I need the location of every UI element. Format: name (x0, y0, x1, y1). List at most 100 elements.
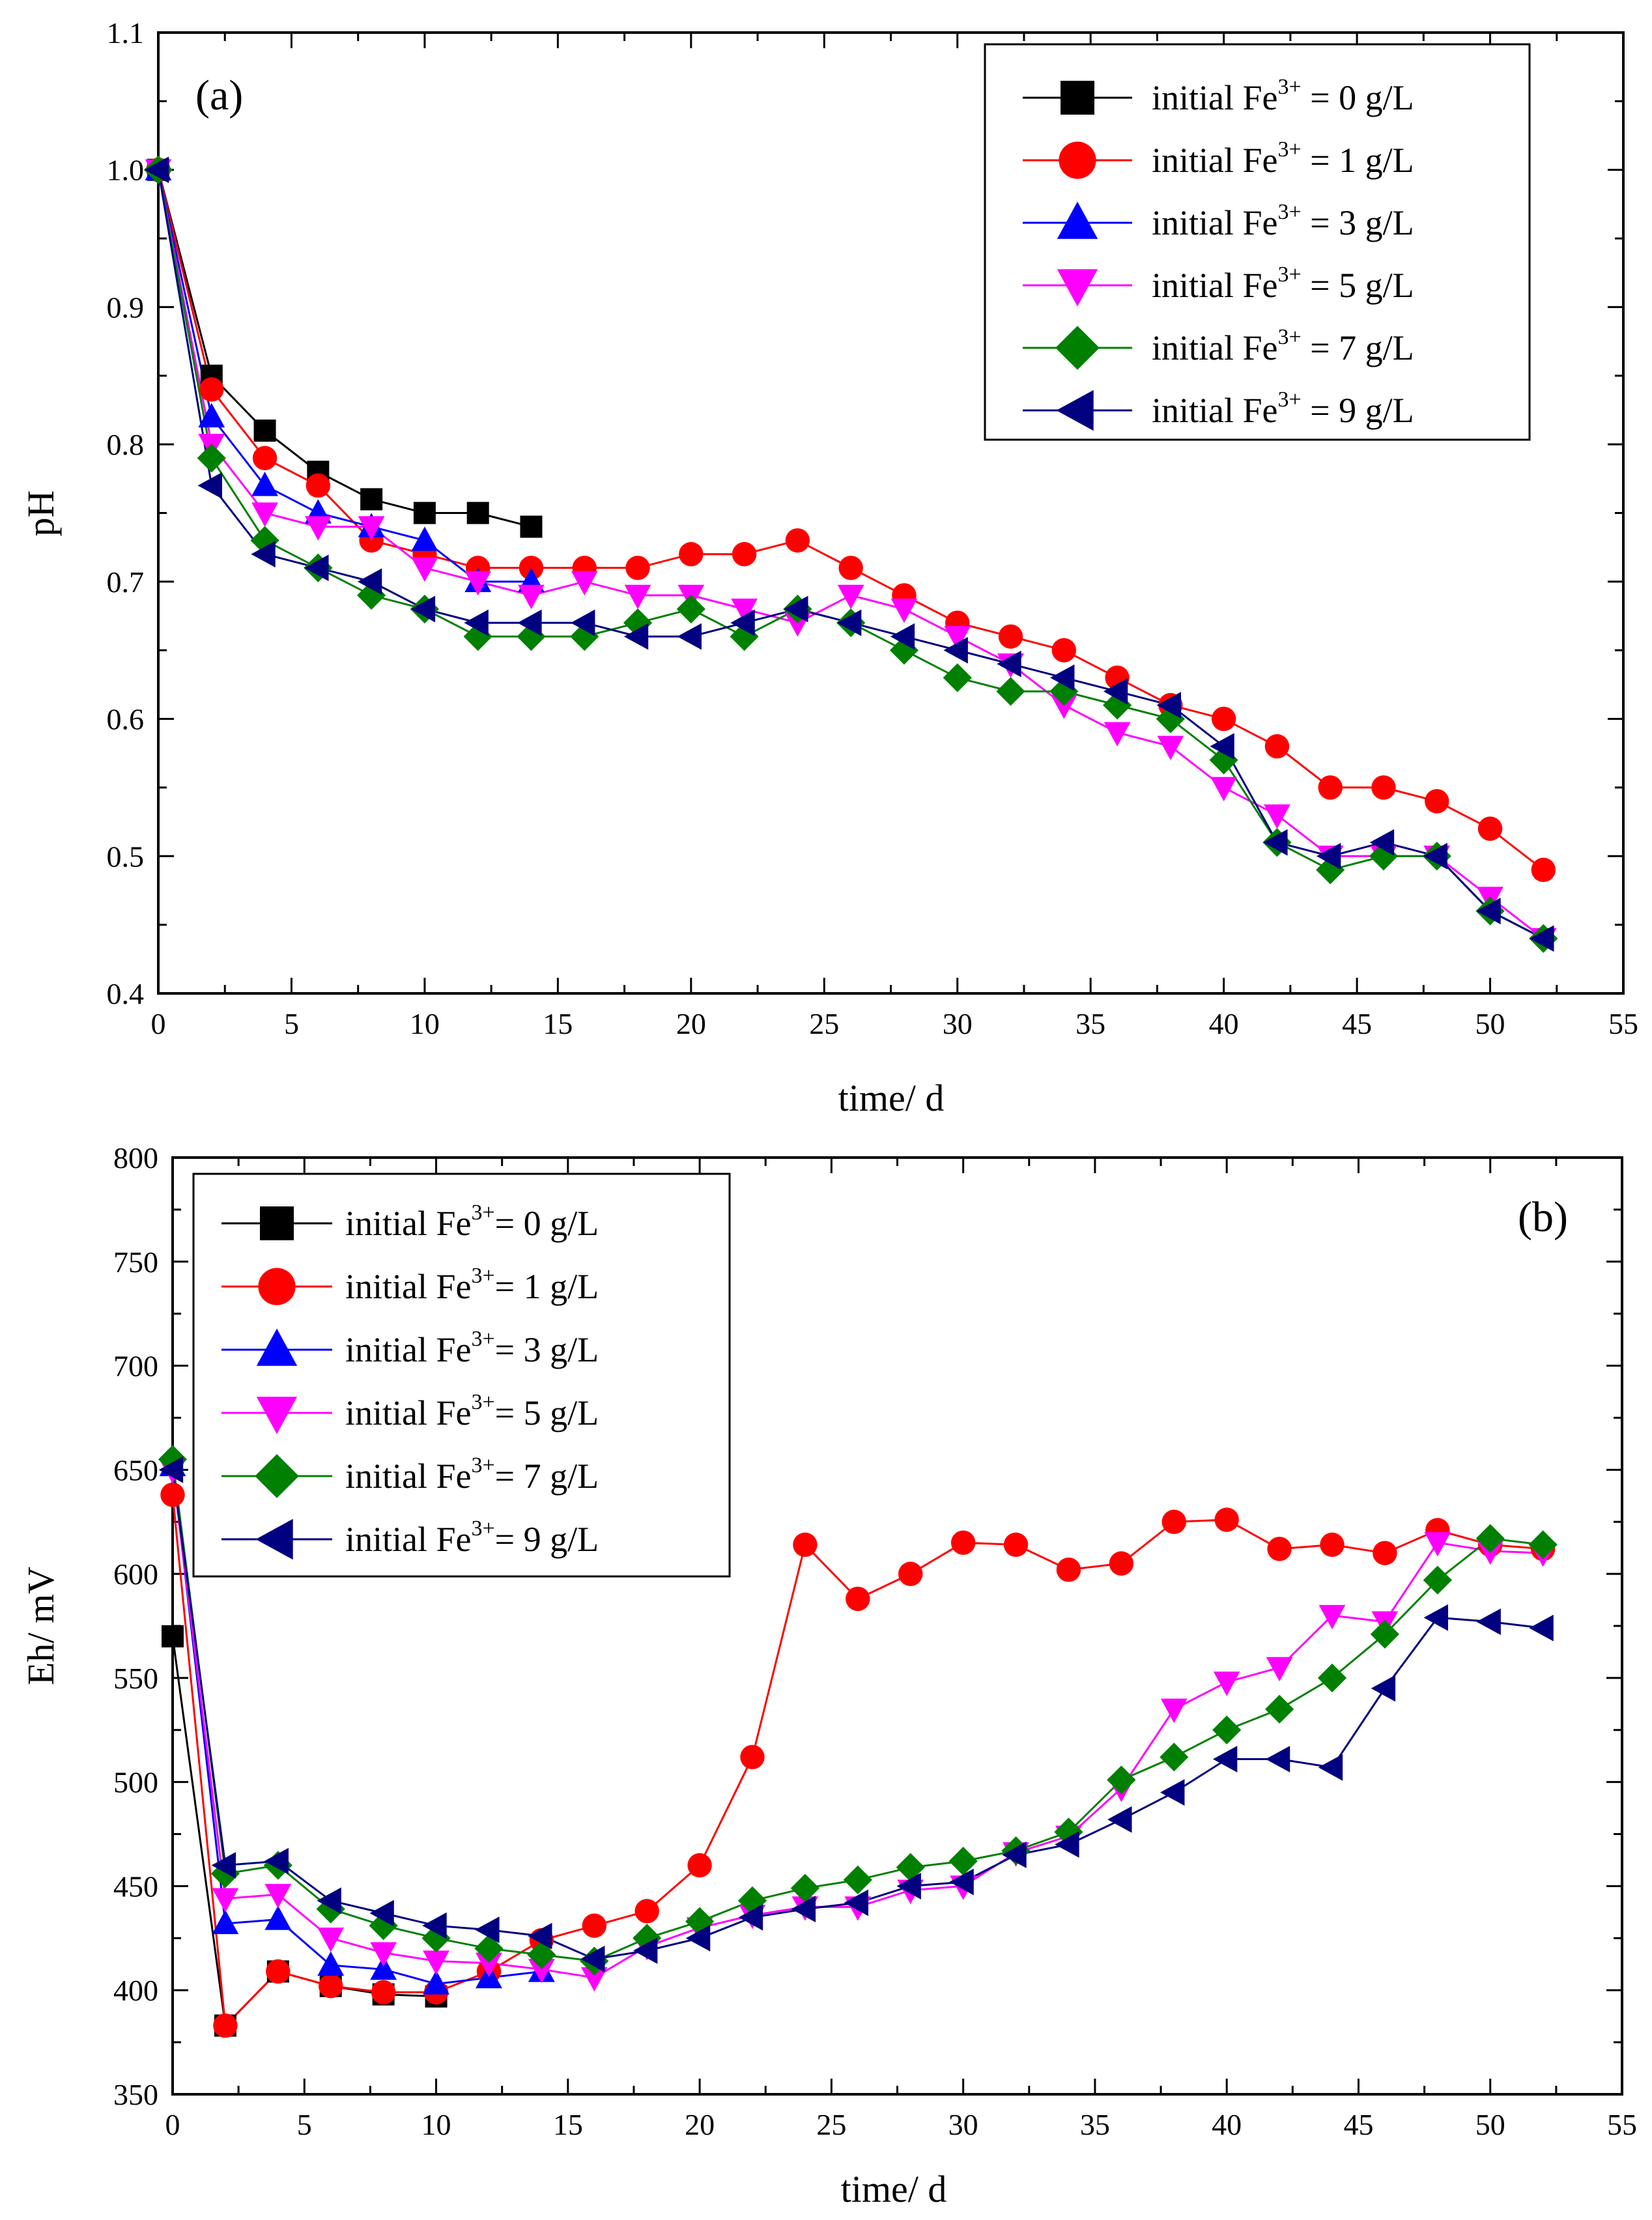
panel-b-data-point-Fe1 (846, 1586, 870, 1612)
panel-b-data-point-Fe7 (474, 1934, 504, 1963)
panel-a-y-tick-label: 0.8 (107, 428, 145, 461)
panel-b-data-point-Fe7 (896, 1853, 925, 1882)
panel-b-data-point-Fe9 (738, 1903, 763, 1931)
panel-a-y-tick-label: 1.1 (107, 16, 145, 50)
panel-a-data-point-Fe7 (357, 580, 386, 610)
panel-a-legend-entry-Fe5: initial Fe3+ = 5 g/L (1152, 263, 1414, 305)
panel-b-x-tick-label: 55 (1607, 2108, 1637, 2141)
panel-b-data-point-Fe0 (162, 1625, 184, 1647)
panel-b-data-point-Fe1 (1214, 1507, 1239, 1532)
panel-a-legend-marker-Fe1 (1059, 141, 1096, 179)
panel-a-data-point-Fe0 (520, 515, 543, 538)
panel-a-data-point-Fe7 (996, 677, 1025, 706)
panel-b-data-point-Fe3 (317, 1951, 345, 1976)
panel-b-label: (b) (1518, 1193, 1568, 1241)
panel-b-data-point-Fe9 (369, 1900, 394, 1927)
panel-b-eh-chart: 0 5 10 15 20 25 30 35 40 45 50 55 350 400 450 500 550 600… (20, 1141, 1637, 2210)
panel-b-data-point-Fe1 (1109, 1551, 1134, 1576)
panel-b-data-point-Fe5 (1266, 1657, 1293, 1682)
panel-b-legend-marker-Fe9 (255, 1518, 293, 1560)
panel-a-data-point-Fe9 (1530, 925, 1554, 952)
panel-a-data-point-Fe5 (251, 502, 278, 527)
panel-b-legend-marker-Fe0 (260, 1206, 294, 1240)
panel-b-x-tick-label: 50 (1475, 2108, 1505, 2141)
panel-b-data-point-Fe7 (1528, 1530, 1558, 1559)
panel-b-data-point-Fe9 (1265, 1746, 1290, 1772)
panel-a-data-point-Fe1 (625, 556, 650, 580)
panel-b-data-point-Fe9 (685, 1924, 711, 1952)
panel-a-ph-chart: 0 5 10 15 20 25 30 35 40 45 50 55 0.4 0.5 0.6 0.7 0.8 0.9… (20, 16, 1638, 1119)
panel-b-data-point-Fe9 (1371, 1675, 1396, 1702)
panel-a-data-point-Fe1 (199, 377, 224, 402)
panel-b-y-tick-label: 550 (113, 1662, 158, 1695)
panel-a-data-point-Fe0 (466, 502, 489, 524)
panel-a-legend-entry-Fe7: initial Fe3+ = 7 g/L (1152, 325, 1414, 367)
panel-b-legend-box (192, 1173, 731, 1578)
panel-a-y-axis-label: pH (20, 491, 62, 537)
panel-a-legend-marker-Fe7 (1055, 326, 1100, 370)
panel-a-x-tick-label: 0 (151, 1007, 166, 1040)
panel-b-data-point-Fe9 (158, 1456, 184, 1483)
panel-b-legend-entry-Fe1: initial Fe3+= 1 g/L (345, 1264, 599, 1306)
panel-b-data-point-Fe7 (948, 1846, 978, 1876)
panel-a-x-tick-label: 10 (410, 1007, 440, 1040)
panel-a-y-tick-label: 0.7 (107, 565, 145, 599)
panel-a-data-point-Fe9 (1156, 692, 1182, 719)
panel-b-data-point-Fe5 (370, 1942, 397, 1967)
panel-b-legend-entry-Fe7: initial Fe3+= 7 g/L (345, 1453, 599, 1496)
panel-b-data-point-Fe1 (898, 1561, 923, 1586)
panel-b-data-point-Fe5 (476, 1952, 502, 1977)
panel-a-data-point-Fe9 (623, 623, 649, 650)
panel-a-data-point-Fe7 (250, 526, 279, 555)
panel-b-data-point-Fe9 (844, 1889, 868, 1916)
panel-b-series-markers-Fe9 (158, 1456, 1554, 1972)
panel-a-data-point-Fe9 (251, 541, 276, 568)
panel-a-data-point-Fe9 (517, 609, 542, 636)
panel-a-data-point-Fe1 (1477, 816, 1503, 841)
panel-b-data-point-Fe3 (212, 1909, 239, 1935)
panel-b-data-point-Fe9 (1002, 1842, 1027, 1868)
panel-a-data-point-Fe7 (463, 622, 492, 651)
panel-a-legend-entry-Fe9: initial Fe3+ = 9 g/L (1152, 388, 1414, 430)
panel-b-y-tick-label: 350 (113, 2078, 158, 2111)
panel-b-data-point-Fe7 (1423, 1565, 1452, 1595)
panel-b-data-point-Fe1 (1267, 1537, 1292, 1561)
panel-a-legend-entry-Fe0: initial Fe3+ = 0 g/L (1152, 75, 1414, 117)
panel-a-legend-entry-Fe3: initial Fe3+ = 3 g/L (1152, 200, 1414, 242)
panel-b-legend-marker-Fe1 (258, 1268, 296, 1305)
panel-b-data-point-Fe5 (264, 1884, 292, 1909)
panel-b-data-point-Fe5 (1213, 1672, 1240, 1696)
panel-b-y-tick-label: 700 (113, 1350, 158, 1383)
panel-a-data-point-Fe0 (253, 420, 276, 442)
panel-a-data-point-Fe5 (1264, 804, 1290, 829)
panel-b-legend-entry-Fe5: initial Fe3+= 5 g/L (345, 1390, 599, 1432)
panel-b-x-axis-label: time/ d (841, 2168, 947, 2210)
panel-a-data-point-Fe5 (411, 557, 438, 582)
panel-a-data-point-Fe9 (197, 472, 222, 499)
panel-b-data-point-Fe1 (740, 1744, 765, 1770)
panel-b-legend-entry-Fe3: initial Fe3+= 3 g/L (345, 1327, 599, 1369)
panel-b-data-point-Fe1 (1320, 1532, 1345, 1558)
panel-a-data-point-Fe7 (517, 622, 546, 651)
panel-b-data-point-Fe5 (212, 1888, 239, 1913)
panel-b-data-point-Fe1 (213, 2013, 238, 2038)
panel-a-legend-entry-Fe1: initial Fe3+ = 1 g/L (1152, 137, 1414, 180)
panel-a-data-point-Fe7 (623, 608, 653, 638)
panel-a-data-point-Fe5 (571, 571, 598, 596)
panel-b-data-point-Fe9 (1107, 1806, 1132, 1833)
panel-a-x-tick-label: 40 (1209, 1007, 1239, 1040)
panel-a-data-point-Fe5 (890, 598, 918, 623)
panel-b-y-tick-label: 450 (113, 1870, 158, 1903)
panel-a-x-tick-label: 5 (284, 1007, 299, 1040)
panel-b-legend-entry-Fe0: initial Fe3+= 0 g/L (345, 1201, 599, 1243)
panel-b-data-point-Fe7 (843, 1865, 872, 1894)
panel-b-data-point-Fe9 (211, 1852, 236, 1879)
panel-a-data-point-Fe1 (679, 542, 704, 567)
panel-b-legend-marker-Fe7 (255, 1454, 299, 1498)
panel-a-data-point-Fe9 (836, 609, 862, 636)
panel-a-data-point-Fe5 (1157, 735, 1184, 760)
panel-b-data-point-Fe3 (423, 1970, 449, 1995)
panel-a-legend-marker-Fe0 (1061, 81, 1094, 115)
panel-a-data-point-Fe3 (251, 472, 278, 496)
panel-b-data-point-Fe9 (1529, 1614, 1554, 1642)
